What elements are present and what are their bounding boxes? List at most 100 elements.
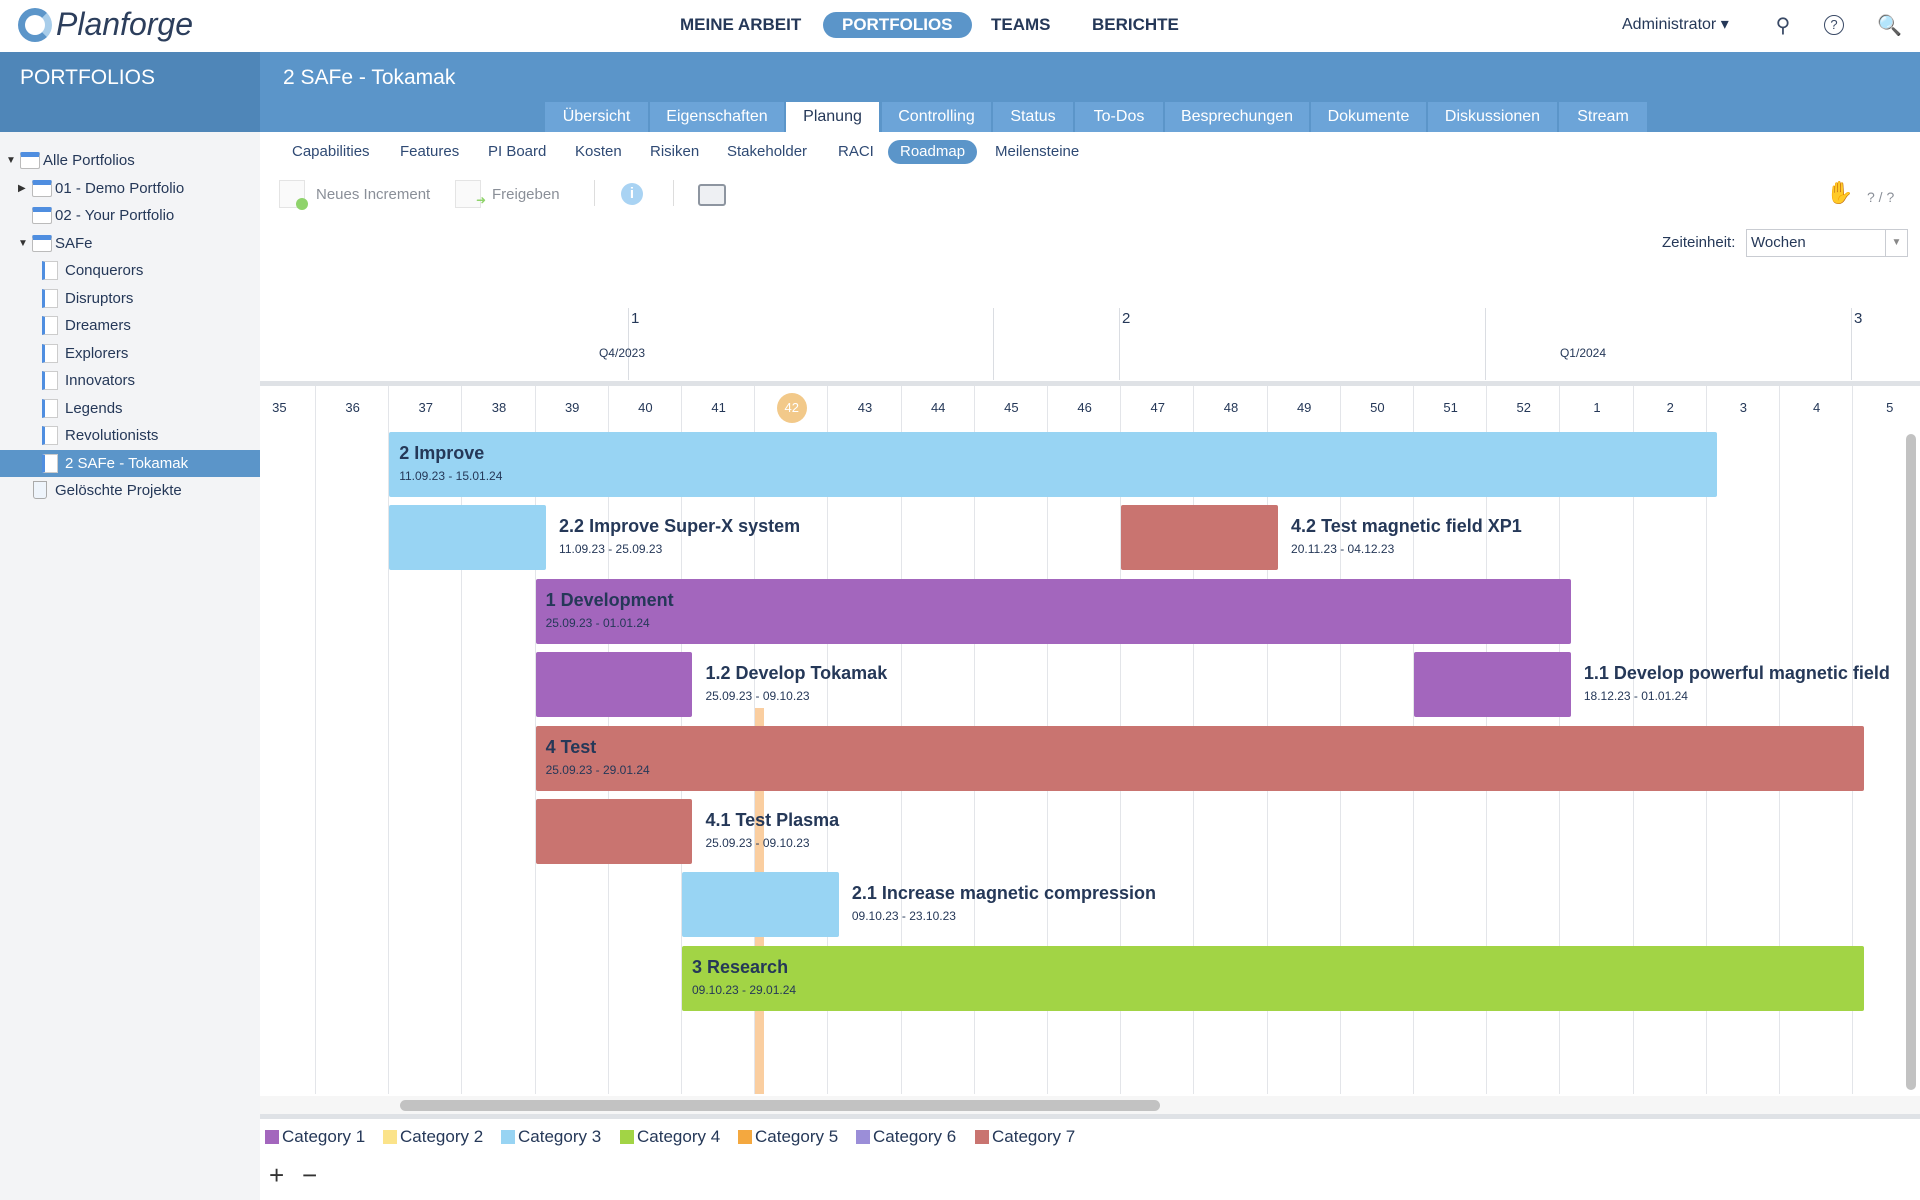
tab-übersicht[interactable]: Übersicht [545, 102, 648, 132]
topnav-meine-arbeit[interactable]: MEINE ARBEIT [680, 15, 802, 34]
roadmap-bar[interactable] [389, 505, 547, 571]
subnav-stakeholder[interactable]: Stakeholder [727, 143, 808, 160]
tab-diskussionen[interactable]: Diskussionen [1428, 102, 1557, 132]
tab-dokumente[interactable]: Dokumente [1311, 102, 1426, 132]
roadmap-bar[interactable] [535, 652, 693, 718]
footer-separator [260, 1114, 1920, 1119]
subnav-features[interactable]: Features [400, 143, 460, 160]
horizontal-scrollbar[interactable] [400, 1100, 1160, 1111]
bar-title: 4.2 Test magnetic field XP1 [1291, 516, 1522, 537]
bar-label: 4 Test 25.09.23 - 29.01.24 [546, 737, 650, 777]
subnav-risiken[interactable]: Risiken [650, 143, 700, 160]
caret-down-icon[interactable]: ▼ [6, 155, 16, 166]
tab-status[interactable]: Status [993, 102, 1073, 132]
roadmap-bar[interactable] [682, 945, 1864, 1011]
roadmap-bar[interactable] [1121, 505, 1279, 571]
tab-planung[interactable]: Planung [786, 102, 879, 132]
week-label: 51 [1443, 400, 1458, 415]
subnav-meilensteine[interactable]: Meilensteine [995, 143, 1080, 160]
user-menu[interactable]: Administrator ▾ [1622, 16, 1729, 33]
roadmap-bar[interactable] [535, 578, 1571, 644]
legend-item: Category 7 [975, 1127, 1075, 1147]
bar-title: 1 Development [545, 589, 674, 610]
bar-dates: 25.09.23 - 09.10.23 [705, 836, 810, 850]
roadmap-bar[interactable] [535, 799, 693, 864]
tree-item[interactable]: Revolutionists [0, 422, 260, 449]
print-icon[interactable] [698, 184, 726, 206]
bar-label: 2.1 Increase magnetic compression 09.10.2… [852, 883, 1156, 923]
tree-item-label: Explorers [65, 344, 129, 362]
zoom-in-button[interactable]: + [269, 1160, 285, 1190]
tree-item[interactable]: Gelöschte Projekte [0, 477, 260, 504]
week-label: 4 [1812, 400, 1821, 415]
tab-to-dos[interactable]: To-Dos [1075, 102, 1163, 132]
tree-item-label: 2 SAFe - Tokamak [65, 454, 189, 472]
subnav-raci[interactable]: RACI [838, 143, 874, 160]
tab-eigenschaften[interactable]: Eigenschaften [650, 102, 784, 132]
week-label: 49 [1296, 400, 1312, 415]
tree-item[interactable]: 2 SAFe - Tokamak [0, 449, 260, 477]
topnav-portfolios[interactable]: PORTFOLIOS [823, 12, 972, 38]
timeunit-select[interactable]: Wochen ▼ [1746, 229, 1908, 257]
hand-add-icon[interactable]: ✋ [1826, 180, 1854, 205]
legend-swatch [383, 1130, 397, 1144]
toolbar-divider [673, 180, 674, 206]
topnav-teams[interactable]: TEAMS [991, 15, 1051, 34]
tree-item-label: SAFe [55, 234, 93, 252]
tree-item[interactable]: Legends [0, 395, 260, 422]
info-icon[interactable]: i [621, 183, 643, 205]
current-week-label: 42 [755, 393, 828, 423]
week-label: 5 [1886, 400, 1894, 415]
subnav-kosten[interactable]: Kosten [575, 143, 622, 160]
tab-controlling[interactable]: Controlling [882, 102, 991, 132]
tree-item[interactable]: Conquerors [0, 257, 260, 284]
roadmap-bar[interactable] [682, 872, 839, 938]
tree-item[interactable]: Innovators [0, 367, 260, 394]
tree-item[interactable]: ▼ Alle Portfolios [0, 147, 260, 174]
tab-stream[interactable]: Stream [1559, 102, 1647, 132]
tab-besprechungen[interactable]: Besprechungen [1165, 102, 1309, 132]
search-icon[interactable]: ⚲ [1775, 15, 1791, 37]
new-increment-button[interactable]: Neues Increment [316, 186, 431, 203]
bar-title: 1.2 Develop Tokamak [705, 663, 888, 684]
new-increment-icon[interactable] [279, 180, 308, 210]
logo[interactable]: Planforge [18, 6, 193, 43]
tree-item[interactable]: Dreamers [0, 312, 260, 339]
trash-icon [33, 481, 47, 499]
zoom-out-button[interactable]: − [302, 1160, 318, 1190]
release-button[interactable]: Freigeben [492, 186, 560, 203]
bar-dates: 25.09.23 - 29.01.24 [545, 762, 650, 777]
project-icon [42, 288, 58, 308]
bar-label: 3 Research 09.10.23 - 29.01.24 [692, 957, 796, 997]
tree-item[interactable]: 02 - Your Portfolio [0, 202, 260, 229]
tree-item[interactable]: Disruptors [0, 285, 260, 312]
folder-icon [32, 179, 52, 197]
caret-down-icon[interactable]: ▼ [18, 237, 28, 249]
subnav-capabilities[interactable]: Capabilities [292, 143, 370, 160]
tree-item-label: Innovators [65, 372, 136, 389]
subnav-pi-board[interactable]: PI Board [488, 143, 547, 160]
bar-title: 4 Test [545, 736, 597, 757]
vertical-scrollbar[interactable] [1906, 434, 1916, 1090]
roadmap-bar[interactable] [535, 725, 1864, 791]
wrench-icon[interactable]: 🔍 [1877, 15, 1902, 37]
release-icon[interactable]: ➜ [455, 180, 486, 208]
tree-item-label: Legends [65, 399, 123, 417]
roadmap-bar[interactable] [1414, 652, 1571, 718]
tree-item[interactable]: ▶ 01 - Demo Portfolio [0, 175, 260, 202]
sidebar-header [0, 52, 260, 132]
tree-item[interactable]: ▼ SAFe [0, 230, 260, 257]
topnav-berichte[interactable]: BERICHTE [1092, 15, 1179, 34]
tree-item[interactable]: Explorers [0, 340, 260, 367]
help-icon[interactable]: ? [1824, 15, 1844, 35]
project-icon [42, 426, 58, 445]
caret-right-icon[interactable]: ▶ [18, 182, 26, 194]
folder-icon [20, 152, 40, 169]
toolbar-divider [594, 180, 595, 206]
logo-icon [18, 7, 52, 42]
legend-item: Category 5 [738, 1127, 838, 1147]
bar-label: 2.2 Improve Super-X system 11.09.23 - 25.… [559, 516, 800, 556]
roadmap-bar[interactable] [389, 432, 1718, 497]
roadmap-timeline: 1 2 3 Q4/2023 Q1/2024 35 36 37 38 39 40 41 42 43… [260, 300, 1920, 1100]
subnav-roadmap[interactable]: Roadmap [888, 140, 978, 164]
